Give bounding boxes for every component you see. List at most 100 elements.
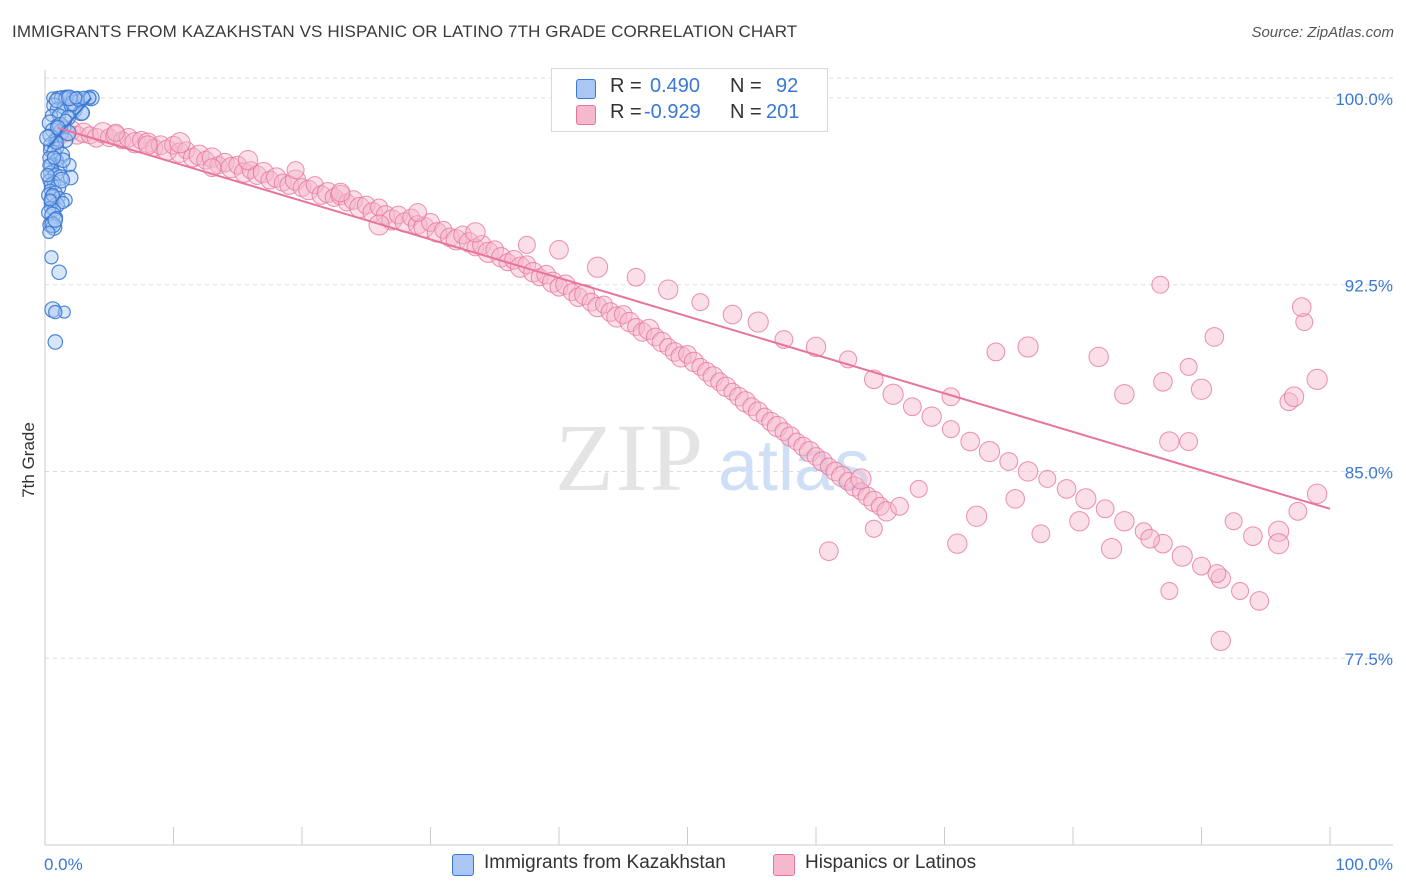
hispanics-point	[864, 369, 884, 390]
hispanics-point	[1179, 357, 1198, 376]
hispanics-point	[999, 452, 1019, 471]
hispanics-point	[1140, 528, 1160, 549]
hispanics-point	[882, 383, 904, 405]
hispanics-point	[921, 406, 942, 427]
y-tick-label: 77.5%	[1345, 650, 1393, 669]
kazakhstan-point	[44, 250, 59, 265]
x-tick-labels: 0.0% 100.0%	[44, 855, 1393, 874]
hispanics-point	[1114, 511, 1135, 532]
x-tick-label: 100.0%	[1335, 855, 1393, 874]
hispanics-point	[1306, 368, 1328, 390]
hispanics-point	[1243, 526, 1263, 547]
hispanics-point	[237, 149, 259, 171]
hispanics-point	[966, 505, 988, 527]
hispanics-point	[252, 162, 275, 184]
hispanics-point	[1207, 564, 1227, 583]
kazakhstan-point	[48, 304, 63, 320]
kazakhstan-point	[47, 212, 64, 228]
hispanics-point	[273, 173, 292, 192]
hispanics-point	[691, 293, 710, 312]
correlation-legend: R = 0.490 N = 92 R = -0.929 N = 201	[551, 68, 828, 132]
hispanics-point	[247, 165, 267, 185]
kazakhstan-point	[51, 264, 67, 281]
hispanics-point	[1134, 522, 1153, 541]
hispanics-point	[941, 387, 961, 407]
hispanics-point	[1268, 520, 1290, 542]
hispanics-point	[1069, 511, 1090, 532]
trendline-kazakhstan	[46, 97, 93, 149]
hispanics-point	[766, 416, 789, 438]
hispanics-point	[92, 122, 114, 144]
hispanics-point	[587, 296, 608, 318]
kazakhstan-point	[47, 334, 64, 350]
hispanics-point	[1056, 479, 1077, 499]
hispanics-point	[1268, 533, 1290, 555]
hispanics-point	[638, 318, 660, 341]
hispanics-point	[1153, 533, 1173, 554]
hispanics-point	[1179, 432, 1199, 451]
hispanics-point	[286, 161, 305, 180]
y-axis-label: 7th Grade	[19, 422, 38, 498]
hispanics-point	[863, 490, 885, 512]
hispanics-point	[864, 519, 883, 538]
legend-r-label: R =	[610, 101, 642, 123]
hispanics-point	[1038, 469, 1057, 488]
hispanics-point	[734, 391, 756, 413]
bottom-legend-swatch-blue	[452, 854, 474, 876]
kazakhstan-point	[43, 193, 57, 207]
watermark: ZIP atlas	[555, 404, 870, 511]
kazakhstan-point	[40, 167, 55, 183]
legend-r-value: -0.929	[644, 101, 701, 123]
hispanics-point	[1005, 489, 1025, 509]
hispanics-point	[1095, 499, 1115, 519]
hispanics-point	[1231, 581, 1250, 600]
hispanics-point	[947, 533, 968, 554]
hispanics-point	[1283, 386, 1305, 407]
hispanics-point	[381, 209, 403, 231]
hispanics-point	[941, 420, 960, 439]
kazakhstan-point	[56, 195, 70, 210]
hispanics-point	[330, 182, 351, 203]
bottom-legend-swatch-pink	[773, 854, 795, 876]
legend-r-label: R =	[610, 75, 642, 97]
hispanics-point	[1114, 384, 1135, 405]
hispanics-point	[876, 501, 897, 522]
hispanics-point	[465, 222, 486, 243]
hispanics-point	[169, 132, 191, 154]
chart-title: IMMIGRANTS FROM KAZAKHSTAN VS HISPANIC O…	[12, 22, 798, 41]
hispanics-point	[1192, 556, 1211, 576]
hispanics-point	[517, 235, 536, 254]
legend-swatch-pink	[576, 105, 596, 125]
hispanics-point	[819, 541, 839, 561]
hispanics-point	[805, 336, 827, 358]
hispanics-point	[1153, 372, 1173, 392]
legend-r-value: 0.490	[650, 75, 701, 97]
hispanics-point	[233, 162, 255, 183]
hispanics-point	[1017, 336, 1039, 358]
hispanics-point	[1306, 483, 1328, 505]
hispanics-point	[106, 123, 125, 142]
legend-n-label: N =	[730, 101, 762, 123]
series-hispanics-points	[48, 119, 1328, 651]
hispanics-point	[722, 304, 743, 325]
legend-row-hispanics: R = -0.929 N = 201	[552, 101, 827, 127]
hispanics-point	[337, 193, 356, 212]
hispanics-point	[1210, 630, 1231, 651]
hispanics-point	[960, 431, 981, 452]
hispanics-point	[188, 144, 210, 166]
kazakhstan-point	[55, 152, 71, 168]
hispanics-point	[1160, 581, 1179, 600]
hispanics-point	[606, 306, 628, 328]
y-tick-label: 85.0%	[1345, 463, 1393, 482]
hispanics-point	[632, 322, 653, 342]
bottom-legend-label: Hispanics or Latinos	[805, 852, 977, 873]
y-tick-label: 92.5%	[1345, 277, 1393, 296]
bottom-legend-label: Immigrants from Kazakhstan	[484, 852, 726, 873]
hispanics-point	[702, 366, 724, 388]
watermark-atlas: atlas	[718, 426, 870, 506]
hispanics-point	[747, 311, 769, 333]
hispanics-point	[1159, 431, 1180, 452]
hispanics-point	[113, 131, 132, 150]
legend-row-kazakhstan: R = 0.490 N = 92	[552, 75, 827, 101]
hispanics-point	[568, 287, 589, 307]
